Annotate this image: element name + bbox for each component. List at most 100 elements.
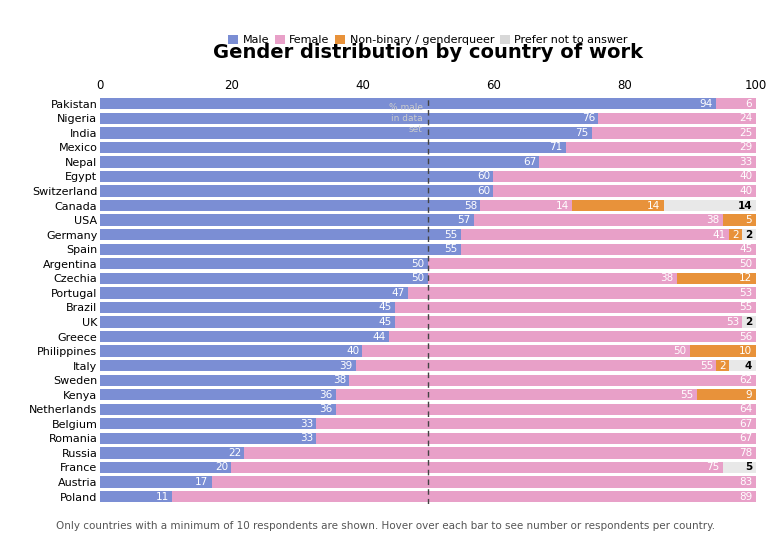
Bar <box>100 171 493 182</box>
Bar <box>100 462 231 473</box>
Text: 60: 60 <box>477 186 490 196</box>
Text: 44: 44 <box>372 332 386 341</box>
Text: 5: 5 <box>746 215 752 225</box>
Text: 22: 22 <box>228 448 241 458</box>
Text: 25: 25 <box>739 128 752 138</box>
Text: 67: 67 <box>739 419 752 429</box>
Text: 24: 24 <box>739 113 752 123</box>
Bar <box>100 200 480 211</box>
Title: Gender distribution by country of work: Gender distribution by country of work <box>213 42 643 62</box>
Bar <box>480 200 572 211</box>
Text: 14: 14 <box>738 200 752 211</box>
Text: 50: 50 <box>739 259 752 269</box>
Text: 33: 33 <box>739 157 752 167</box>
Bar <box>100 243 461 255</box>
Text: 45: 45 <box>739 244 752 254</box>
Text: 67: 67 <box>523 157 536 167</box>
Bar <box>100 404 336 415</box>
Bar <box>742 229 756 240</box>
Bar <box>349 375 756 386</box>
Text: 40: 40 <box>739 172 752 182</box>
Bar <box>664 200 756 211</box>
Bar <box>244 447 756 459</box>
Bar <box>493 171 756 182</box>
Text: 55: 55 <box>444 244 457 254</box>
Bar <box>356 360 716 371</box>
Bar <box>211 477 756 488</box>
Text: 94: 94 <box>700 99 713 109</box>
Text: 62: 62 <box>739 375 752 385</box>
Text: 2: 2 <box>732 230 739 240</box>
Bar <box>317 433 756 444</box>
Text: 56: 56 <box>739 332 752 341</box>
Bar <box>677 273 756 284</box>
Bar <box>723 214 756 226</box>
Text: 50: 50 <box>412 273 425 284</box>
Text: 11: 11 <box>156 492 169 502</box>
Bar <box>473 214 723 226</box>
Bar <box>572 200 664 211</box>
Text: 50: 50 <box>674 346 687 356</box>
Text: 75: 75 <box>575 128 588 138</box>
Bar <box>100 360 356 371</box>
Text: 55: 55 <box>739 302 752 312</box>
Text: 45: 45 <box>379 317 392 327</box>
Text: 9: 9 <box>746 390 752 400</box>
Text: 55: 55 <box>700 361 713 370</box>
Bar <box>690 345 756 357</box>
Text: 33: 33 <box>300 419 313 429</box>
Text: 71: 71 <box>549 143 562 152</box>
Bar <box>598 113 756 124</box>
Text: 38: 38 <box>333 375 346 385</box>
Bar <box>409 287 756 299</box>
Text: % male
in data
set: % male in data set <box>389 103 423 134</box>
Bar <box>173 491 756 502</box>
Text: 10: 10 <box>739 346 752 356</box>
Bar <box>100 127 592 138</box>
Text: Only countries with a minimum of 10 respondents are shown. Hover over each bar t: Only countries with a minimum of 10 resp… <box>56 520 715 531</box>
Text: 75: 75 <box>706 463 719 472</box>
Text: 17: 17 <box>195 477 208 487</box>
Text: 50: 50 <box>412 259 425 269</box>
Bar <box>336 404 756 415</box>
Text: 40: 40 <box>739 186 752 196</box>
Bar <box>592 127 756 138</box>
Bar <box>100 331 389 342</box>
Bar <box>742 316 756 327</box>
Bar <box>461 229 729 240</box>
Bar <box>100 229 461 240</box>
Bar <box>100 258 428 270</box>
Text: 4: 4 <box>745 361 752 370</box>
Text: 36: 36 <box>320 404 333 414</box>
Text: 33: 33 <box>300 434 313 443</box>
Text: 53: 53 <box>726 317 739 327</box>
Bar <box>100 185 493 197</box>
Text: 2: 2 <box>745 230 752 240</box>
Bar <box>100 447 244 459</box>
Text: 67: 67 <box>739 434 752 443</box>
Bar <box>389 331 756 342</box>
Text: 2: 2 <box>745 317 752 327</box>
Bar <box>565 142 756 153</box>
Bar <box>100 433 317 444</box>
Bar <box>100 287 409 299</box>
Text: 6: 6 <box>746 99 752 109</box>
Text: 55: 55 <box>444 230 457 240</box>
Bar <box>100 389 336 400</box>
Bar <box>428 273 677 284</box>
Text: 12: 12 <box>739 273 752 284</box>
Bar <box>100 214 473 226</box>
Text: 78: 78 <box>739 448 752 458</box>
Bar <box>100 345 362 357</box>
Text: 39: 39 <box>339 361 352 370</box>
Bar <box>461 243 756 255</box>
Bar <box>317 418 756 429</box>
Text: 40: 40 <box>346 346 359 356</box>
Bar <box>723 462 756 473</box>
Bar <box>100 157 540 168</box>
Bar <box>100 142 565 153</box>
Bar <box>100 316 396 327</box>
Text: 38: 38 <box>661 273 674 284</box>
Bar <box>100 98 716 109</box>
Bar <box>540 157 756 168</box>
